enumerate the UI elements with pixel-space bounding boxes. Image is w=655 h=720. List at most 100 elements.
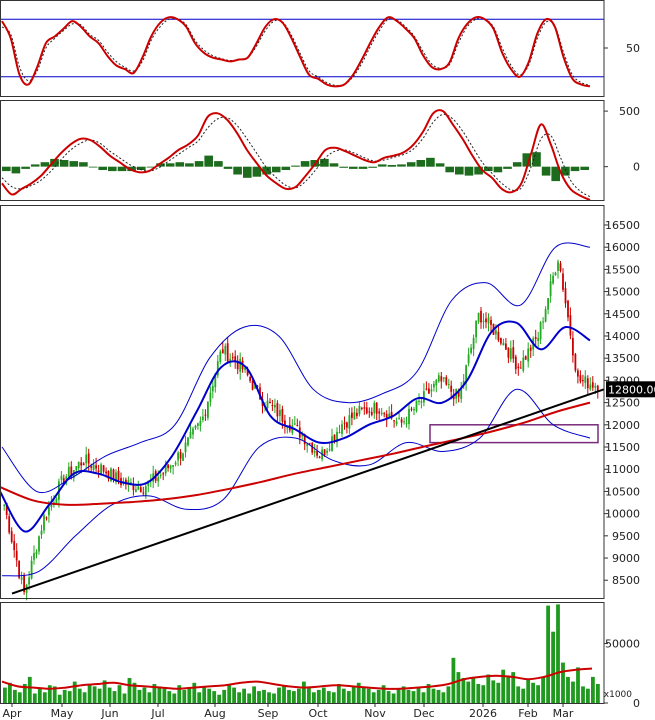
volume-bar: [361, 687, 366, 703]
volume-bar: [127, 678, 132, 703]
candle-body: [554, 272, 557, 276]
price-frame: [0, 205, 605, 599]
volume-bar: [331, 692, 336, 703]
candle-body: [390, 412, 393, 419]
candle-body: [95, 465, 97, 469]
macd-hist-bar: [561, 166, 570, 176]
bollinger-upper: [1, 242, 591, 494]
volume-bar: [257, 691, 261, 703]
candle-body: [413, 409, 415, 411]
volume-bar: [27, 676, 32, 703]
macd-tick-label-1: 500: [619, 105, 640, 118]
volume-bar: [396, 688, 401, 703]
stoch-tick-label-0: 50: [626, 42, 640, 55]
macd-hist-bar: [387, 165, 397, 167]
volume-bar: [516, 686, 521, 703]
candle-body: [48, 506, 50, 516]
volume-bar: [13, 689, 17, 703]
volume-bar: [142, 687, 147, 703]
volume-bar: [202, 686, 207, 703]
volume-bar: [247, 693, 251, 703]
bollinger-lower: [1, 388, 591, 577]
candle-body: [221, 349, 224, 354]
volume-bar: [531, 682, 535, 703]
candle-body: [97, 470, 100, 473]
candle-body: [177, 452, 179, 461]
candle-body: [192, 428, 194, 435]
candle-body: [135, 489, 137, 492]
candle-body: [105, 471, 107, 474]
candle-body: [80, 462, 83, 466]
volume-bar: [471, 676, 476, 703]
candle-body: [502, 342, 505, 346]
volume-bar: [77, 688, 82, 703]
macd-hist-bar: [522, 153, 532, 167]
macd-hist-bar: [243, 166, 252, 178]
candle-body: [293, 423, 296, 425]
candle-body: [92, 464, 95, 470]
volume-bar: [536, 685, 540, 703]
volume-bar: [591, 676, 595, 703]
candle-body: [239, 358, 242, 372]
candle-body: [249, 377, 251, 381]
volume-bar: [117, 685, 122, 703]
candle-body: [13, 541, 16, 551]
volume-bar: [307, 686, 311, 703]
candle-body: [85, 454, 88, 464]
macd-hist-bar: [377, 164, 387, 167]
candle-body: [306, 443, 309, 447]
volume-bar: [72, 681, 77, 703]
macd-hist-bar: [69, 161, 79, 167]
volume-bar: [476, 684, 481, 703]
candle-body: [303, 434, 306, 445]
candle-body: [415, 400, 418, 411]
volume-bar: [8, 682, 12, 703]
volume-bar: [192, 682, 197, 703]
candle-body: [216, 361, 219, 376]
macd-frame: [0, 100, 605, 201]
price-tick-label-7: 12000: [605, 419, 640, 432]
candle-body: [567, 300, 569, 318]
volume-bar: [326, 691, 331, 703]
price-tick-label-4: 10500: [605, 485, 640, 498]
price-tick-label-13: 15000: [605, 286, 640, 299]
x-tick-label-6: Oct: [308, 707, 328, 720]
candle-body: [559, 263, 562, 271]
x-tick-label-7: Nov: [364, 707, 386, 720]
volume-bar: [167, 691, 172, 703]
candle-body: [420, 401, 423, 403]
macd-hist-bar: [281, 166, 291, 170]
volume-bar: [122, 693, 127, 703]
volume-bar: [297, 688, 301, 703]
candle-body: [28, 577, 30, 585]
macd-hist-bar: [455, 166, 464, 175]
price-tick-label-11: 14000: [605, 330, 640, 343]
volume-bar: [386, 691, 391, 703]
candle-body: [408, 408, 410, 425]
macd-panel: 0 500: [1, 105, 640, 201]
volume-bar: [212, 691, 217, 703]
volume-bar: [267, 692, 271, 703]
candle-body: [246, 368, 249, 376]
candle-body: [60, 475, 63, 480]
candle-body: [519, 367, 522, 369]
volume-unit-label: x1000: [604, 690, 633, 700]
candle-body: [477, 312, 480, 322]
volume-bar: [346, 691, 351, 703]
candle-body: [442, 377, 445, 379]
candle-body: [457, 390, 460, 397]
volume-bar: [92, 686, 97, 703]
candle-body: [539, 322, 542, 340]
candle-body: [467, 354, 470, 364]
candle-body: [284, 420, 286, 426]
candle-body: [102, 465, 105, 472]
macd-hist-bar: [108, 166, 117, 172]
volume-bar: [197, 692, 202, 703]
candle-body: [236, 360, 239, 370]
candle-body: [162, 473, 165, 475]
last-price-tag: [606, 381, 655, 398]
volume-bar: [37, 688, 42, 703]
volume-bar: [207, 688, 212, 703]
candle-body: [291, 425, 294, 433]
candle-body: [179, 452, 182, 459]
